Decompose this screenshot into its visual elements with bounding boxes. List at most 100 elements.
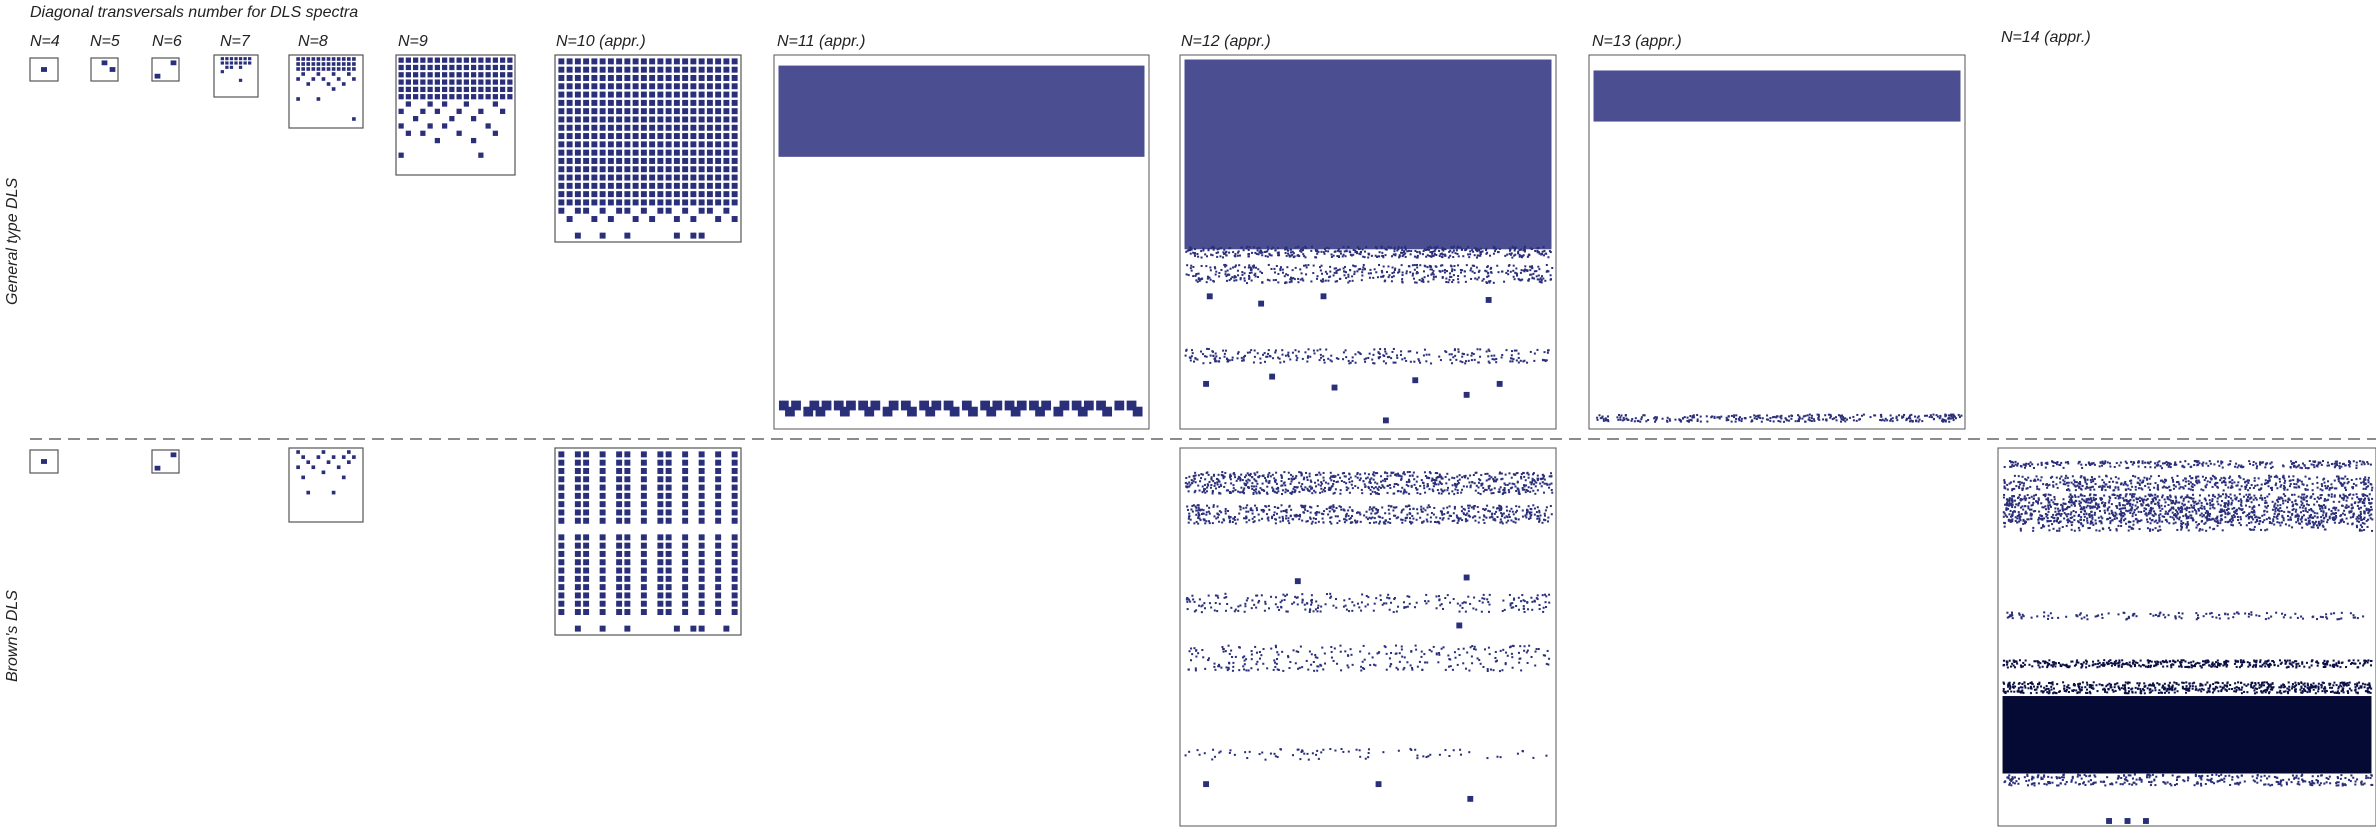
data-point — [2209, 462, 2212, 465]
data-point — [1510, 476, 1513, 479]
data-point — [1408, 480, 1411, 483]
data-point — [1432, 478, 1435, 481]
data-point — [2036, 463, 2039, 466]
data-point — [690, 216, 697, 223]
data-point — [1533, 483, 1536, 486]
data-point — [599, 559, 606, 566]
data-point — [1248, 276, 1251, 279]
data-point — [154, 73, 161, 79]
data-point — [1623, 418, 1626, 421]
data-point — [1500, 515, 1503, 518]
data-point — [1287, 471, 1290, 474]
data-point — [2290, 460, 2293, 463]
data-point — [1195, 273, 1198, 276]
data-point — [1261, 751, 1264, 754]
data-point — [248, 61, 252, 65]
data-point — [1483, 648, 1486, 651]
data-point — [398, 152, 404, 158]
data-point — [1226, 603, 1229, 606]
data-point — [574, 542, 581, 549]
data-point — [1501, 353, 1504, 356]
data-point — [1488, 653, 1491, 656]
data-point — [640, 91, 647, 98]
data-point — [673, 157, 680, 164]
data-point — [583, 182, 590, 189]
data-point — [1255, 485, 1258, 488]
data-point — [1951, 416, 1954, 419]
data-point — [1301, 488, 1304, 491]
data-point — [640, 492, 647, 499]
data-point — [1529, 265, 1532, 268]
data-point — [1373, 474, 1376, 477]
data-point — [1253, 478, 1256, 481]
data-point — [331, 490, 336, 495]
data-point — [1383, 280, 1386, 283]
data-point — [154, 465, 161, 471]
data-point — [1367, 487, 1370, 490]
data-point — [1387, 508, 1390, 511]
data-point — [2156, 484, 2159, 487]
data-point — [715, 199, 722, 206]
data-point — [2125, 462, 2128, 465]
data-point — [500, 86, 506, 93]
data-point — [1266, 517, 1269, 520]
data-point — [2268, 476, 2271, 479]
data-point — [1464, 514, 1467, 517]
data-point — [1743, 417, 1746, 420]
data-point — [2261, 461, 2264, 464]
data-point — [1505, 521, 1508, 524]
data-point — [1275, 487, 1278, 490]
data-point — [1475, 266, 1478, 269]
data-point — [1512, 606, 1515, 609]
data-point — [706, 99, 713, 106]
data-point — [1344, 349, 1347, 352]
data-point — [1301, 601, 1304, 604]
data-point — [1437, 520, 1440, 523]
data-point — [1544, 593, 1547, 596]
data-point — [1643, 414, 1646, 417]
data-point — [1418, 359, 1421, 362]
data-point — [1280, 510, 1283, 513]
data-point — [341, 475, 346, 480]
data-point — [1388, 274, 1391, 277]
data-point — [607, 99, 614, 106]
data-point — [1349, 269, 1352, 272]
data-point — [1456, 602, 1459, 605]
data-point — [434, 72, 440, 78]
data-point — [2360, 481, 2363, 484]
data-point — [698, 517, 705, 524]
data-point — [1310, 599, 1313, 602]
data-point — [1301, 750, 1304, 753]
data-point — [1354, 519, 1357, 522]
data-point — [1710, 416, 1713, 419]
data-point — [1447, 511, 1450, 514]
data-point — [1395, 473, 1398, 476]
data-point — [1291, 754, 1294, 757]
data-point — [558, 207, 565, 214]
data-point — [2079, 476, 2082, 479]
data-point — [301, 455, 305, 459]
data-point — [1606, 419, 1609, 422]
data-point — [2046, 486, 2049, 489]
data-point — [1516, 752, 1519, 755]
data-point — [1469, 269, 1472, 272]
data-point — [1314, 653, 1317, 656]
data-point — [665, 166, 672, 173]
data-point — [2109, 485, 2112, 488]
data-point — [1302, 279, 1305, 282]
data-point — [2189, 466, 2192, 469]
data-point — [1330, 354, 1333, 357]
data-point — [1456, 491, 1459, 494]
data-point — [1508, 515, 1511, 518]
data-point — [1407, 350, 1410, 353]
data-point — [2371, 486, 2374, 489]
data-point — [1280, 484, 1283, 487]
data-point — [2191, 489, 2194, 492]
data-point — [706, 133, 713, 140]
data-point — [1401, 274, 1404, 277]
data-point — [566, 141, 573, 148]
data-point — [2313, 466, 2316, 469]
data-point — [591, 99, 598, 106]
data-point — [1461, 476, 1464, 479]
data-point — [1932, 413, 1935, 416]
